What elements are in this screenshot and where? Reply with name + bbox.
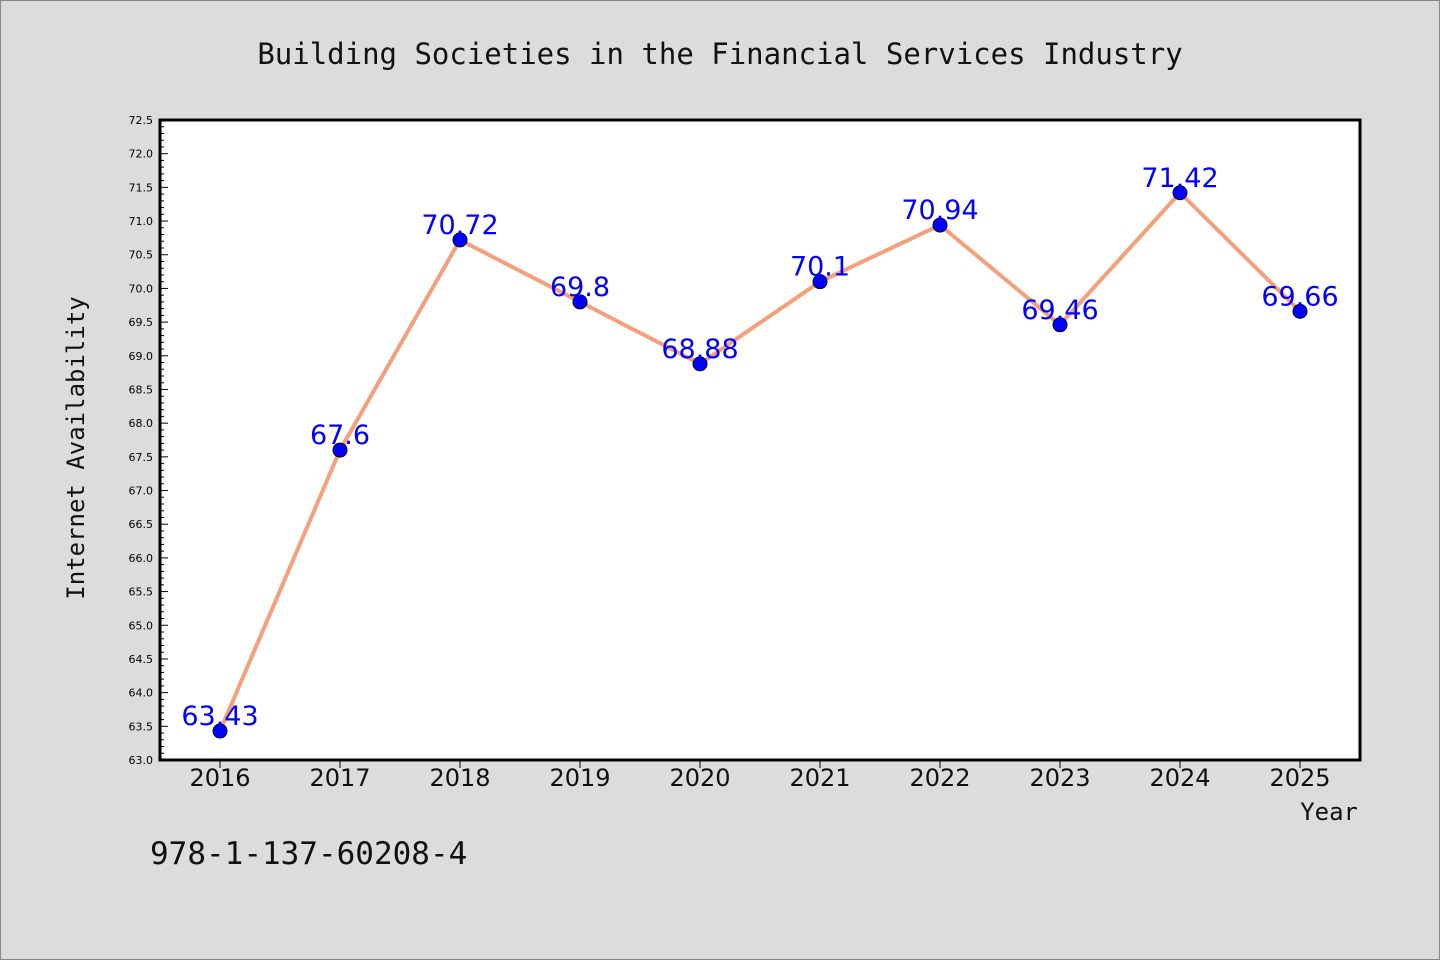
y-axis-title: Internet Availability (62, 296, 90, 599)
y-tick-label: 63.0 (129, 754, 154, 767)
y-tick-label: 70.5 (129, 249, 154, 262)
chart-title: Building Societies in the Financial Serv… (257, 37, 1182, 71)
x-tick-label: 2025 (1269, 764, 1330, 792)
x-tick-label: 2024 (1149, 764, 1210, 792)
data-label: 69.46 (1021, 295, 1098, 326)
plot-frame (158, 118, 1362, 762)
data-point (1052, 317, 1068, 333)
x-tick-label: 2021 (789, 764, 850, 792)
plot-area (160, 120, 1360, 760)
data-label: 71.42 (1141, 163, 1218, 194)
y-tick-label: 69.5 (129, 316, 154, 329)
y-tick-label: 64.5 (129, 653, 154, 666)
data-label: 69.66 (1261, 281, 1338, 312)
data-label: 69.8 (550, 272, 610, 303)
y-tick-label: 66.0 (129, 552, 154, 565)
x-axis-title: Year (1300, 798, 1358, 826)
y-tick-label: 65.5 (129, 586, 154, 599)
data-point (1172, 185, 1188, 201)
data-label: 63.43 (181, 701, 258, 732)
data-label: 67.6 (310, 420, 370, 451)
y-tick-label: 72.0 (129, 148, 154, 161)
y-tick-label: 67.0 (129, 485, 154, 498)
data-point (212, 723, 228, 739)
series-group: 63.43 67.6 70.72 69.8 68.88 70.1 70.94 69.46 71.… (181, 163, 1339, 739)
series-line (218, 190, 1302, 734)
y-tick-label: 65.0 (129, 619, 154, 632)
y-tick-label: 68.0 (129, 417, 154, 430)
x-axis: 2016 2017 2018 2019 2020 2021 2022 2023 2024 2025 (189, 760, 1331, 792)
y-tick-label: 72.5 (129, 114, 154, 127)
x-tick-label: 2019 (549, 764, 610, 792)
y-tick-label: 67.5 (129, 451, 154, 464)
x-tick-label: 2016 (189, 764, 250, 792)
y-tick-label: 68.5 (129, 383, 154, 396)
data-label: 70.72 (421, 210, 498, 241)
data-label: 70.1 (790, 252, 850, 283)
x-tick-label: 2023 (1029, 764, 1090, 792)
y-tick-label: 69.0 (129, 350, 154, 363)
x-tick-label: 2022 (909, 764, 970, 792)
data-point (452, 232, 468, 248)
y-tick-label: 71.5 (129, 181, 154, 194)
footer-text: 978-1-137-60208-4 (150, 836, 467, 872)
y-tick-label: 63.5 (129, 720, 154, 733)
data-label: 68.88 (661, 334, 738, 365)
x-tick-label: 2018 (429, 764, 490, 792)
data-point (932, 217, 948, 233)
y-tick-label: 70.0 (129, 282, 154, 295)
data-point (572, 294, 588, 310)
y-tick-label: 66.5 (129, 518, 154, 531)
y-tick-label: 64.0 (129, 687, 154, 700)
data-label: 70.94 (901, 195, 978, 226)
data-point (812, 274, 828, 290)
y-axis: 63.0 63.5 64.0 64.5 65.0 65.5 66.0 66.5 67.0 67.5… (129, 114, 168, 767)
x-tick-label: 2020 (669, 764, 730, 792)
data-point (692, 356, 708, 372)
data-point (1292, 303, 1308, 319)
data-point (332, 442, 348, 458)
y-tick-label: 71.0 (129, 215, 154, 228)
x-tick-label: 2017 (309, 764, 370, 792)
